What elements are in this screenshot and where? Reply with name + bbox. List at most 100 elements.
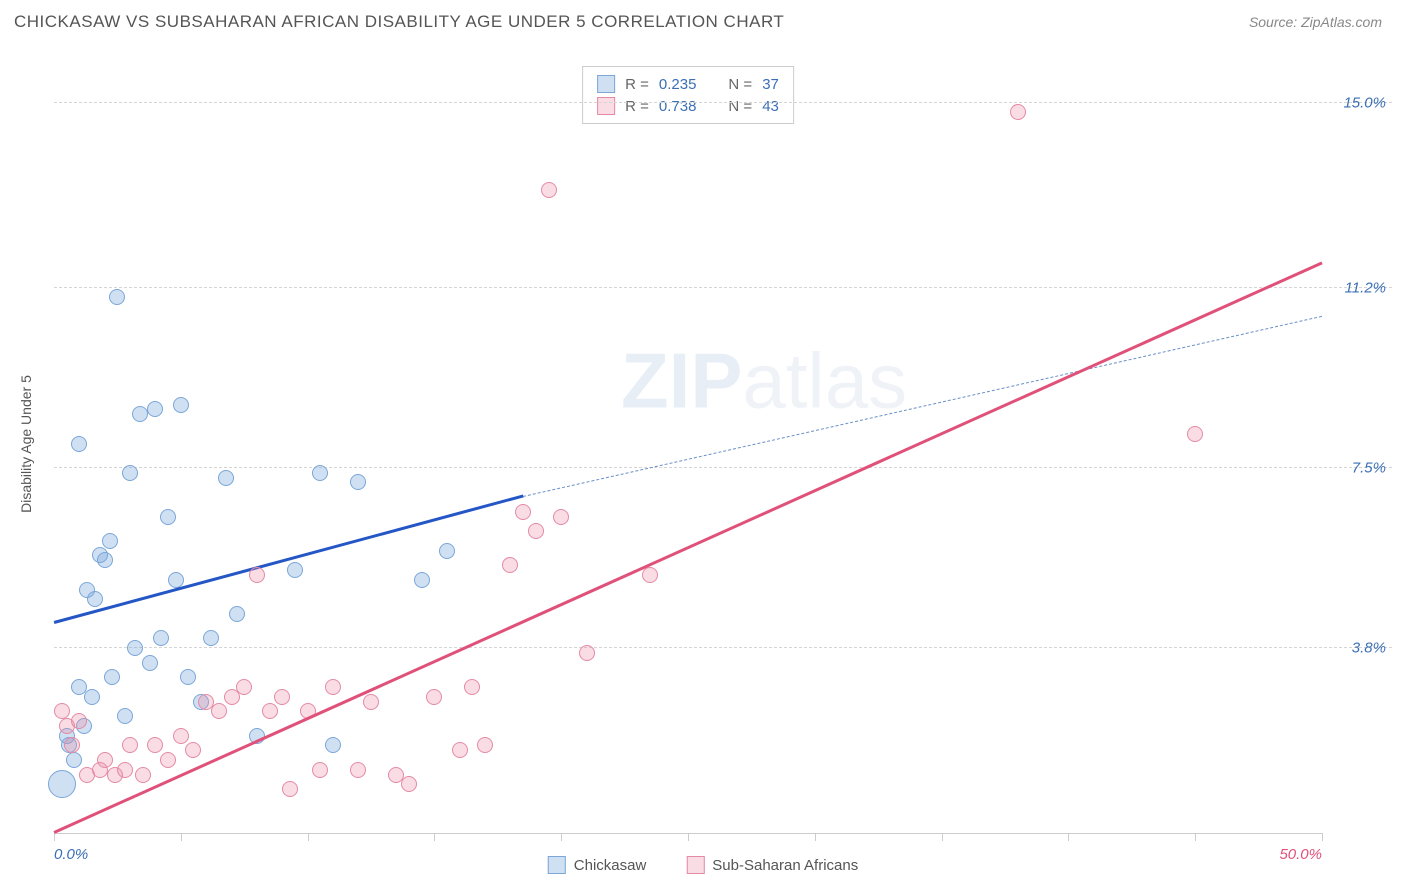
legend-r-label: R =: [625, 76, 649, 93]
trend-line: [53, 261, 1322, 833]
data-point: [262, 703, 278, 719]
data-point: [153, 630, 169, 646]
chart-title: CHICKASAW VS SUBSAHARAN AFRICAN DISABILI…: [14, 12, 784, 32]
data-point: [211, 703, 227, 719]
gridline: [54, 287, 1392, 288]
data-point: [102, 533, 118, 549]
data-point: [229, 606, 245, 622]
legend-r-value: 0.235: [659, 76, 697, 93]
chart-header: CHICKASAW VS SUBSAHARAN AFRICAN DISABILI…: [0, 0, 1406, 40]
data-point: [312, 465, 328, 481]
data-point: [71, 436, 87, 452]
data-point: [173, 397, 189, 413]
legend-swatch: [548, 856, 566, 874]
legend-correlation-row: R =0.738N =43: [597, 95, 779, 117]
data-point: [426, 689, 442, 705]
data-point: [401, 776, 417, 792]
x-tick: [1195, 833, 1196, 841]
data-point: [64, 737, 80, 753]
legend-r-label: R =: [625, 98, 649, 115]
y-tick-label: 3.8%: [1352, 640, 1386, 657]
data-point: [363, 694, 379, 710]
legend-n-value: 43: [762, 98, 779, 115]
legend-correlation-row: R = 0.235 N = 37: [597, 73, 779, 95]
legend-series: Chickasaw Sub-Saharan Africans: [548, 856, 858, 874]
data-point: [325, 679, 341, 695]
legend-swatch: [597, 97, 615, 115]
data-point: [464, 679, 480, 695]
data-point: [287, 562, 303, 578]
data-point: [515, 504, 531, 520]
watermark: ZIPatlas: [621, 336, 907, 427]
legend-series-item: Sub-Saharan Africans: [686, 856, 858, 874]
data-point: [541, 182, 557, 198]
data-point: [350, 762, 366, 778]
data-point: [135, 767, 151, 783]
data-point: [528, 523, 544, 539]
data-point: [142, 655, 158, 671]
trend-line-dashed: [523, 316, 1322, 497]
data-point: [117, 708, 133, 724]
y-axis-label: Disability Age Under 5: [18, 375, 34, 513]
legend-series-item: Chickasaw: [548, 856, 647, 874]
x-tick: [1068, 833, 1069, 841]
data-point: [66, 752, 82, 768]
data-point: [249, 567, 265, 583]
data-point: [160, 752, 176, 768]
data-point: [122, 465, 138, 481]
x-tick-label: 50.0%: [1279, 846, 1322, 863]
plot-area: Disability Age Under 5 ZIPatlas R =0.235…: [54, 54, 1322, 834]
x-tick: [434, 833, 435, 841]
data-point: [185, 742, 201, 758]
data-point: [48, 770, 76, 798]
data-point: [642, 567, 658, 583]
data-point: [54, 703, 70, 719]
data-point: [147, 737, 163, 753]
legend-swatch: [597, 75, 615, 93]
data-point: [1187, 426, 1203, 442]
data-point: [97, 752, 113, 768]
x-tick: [942, 833, 943, 841]
data-point: [84, 689, 100, 705]
legend-correlation: R =0.235N =37R =0.738N =43: [582, 66, 794, 124]
y-tick-label: 15.0%: [1343, 94, 1386, 111]
chart-container: Disability Age Under 5 ZIPatlas R = 0.235…: [14, 44, 1392, 878]
data-point: [350, 474, 366, 490]
data-point: [71, 713, 87, 729]
legend-swatch: [686, 856, 704, 874]
legend-n-value: 37: [762, 76, 779, 93]
gridline: [54, 467, 1392, 468]
data-point: [109, 289, 125, 305]
x-tick: [181, 833, 182, 841]
data-point: [553, 509, 569, 525]
x-tick: [54, 833, 55, 841]
data-point: [122, 737, 138, 753]
watermark-main: ZIP: [621, 337, 742, 425]
data-point: [452, 742, 468, 758]
data-point: [579, 645, 595, 661]
data-point: [147, 401, 163, 417]
data-point: [132, 406, 148, 422]
trend-line: [54, 495, 524, 624]
legend-series-label: Chickasaw: [574, 857, 647, 874]
data-point: [274, 689, 290, 705]
chart-source: Source: ZipAtlas.com: [1249, 14, 1382, 30]
data-point: [325, 737, 341, 753]
gridline: [54, 647, 1392, 648]
legend-n-label: N =: [728, 98, 752, 115]
data-point: [218, 470, 234, 486]
data-point: [180, 669, 196, 685]
x-tick: [815, 833, 816, 841]
data-point: [1010, 104, 1026, 120]
data-point: [87, 591, 103, 607]
data-point: [477, 737, 493, 753]
legend-n-label: N =: [728, 76, 752, 93]
data-point: [203, 630, 219, 646]
data-point: [97, 552, 113, 568]
data-point: [160, 509, 176, 525]
legend-series-label: Sub-Saharan Africans: [712, 857, 858, 874]
data-point: [104, 669, 120, 685]
data-point: [127, 640, 143, 656]
data-point: [502, 557, 518, 573]
data-point: [117, 762, 133, 778]
